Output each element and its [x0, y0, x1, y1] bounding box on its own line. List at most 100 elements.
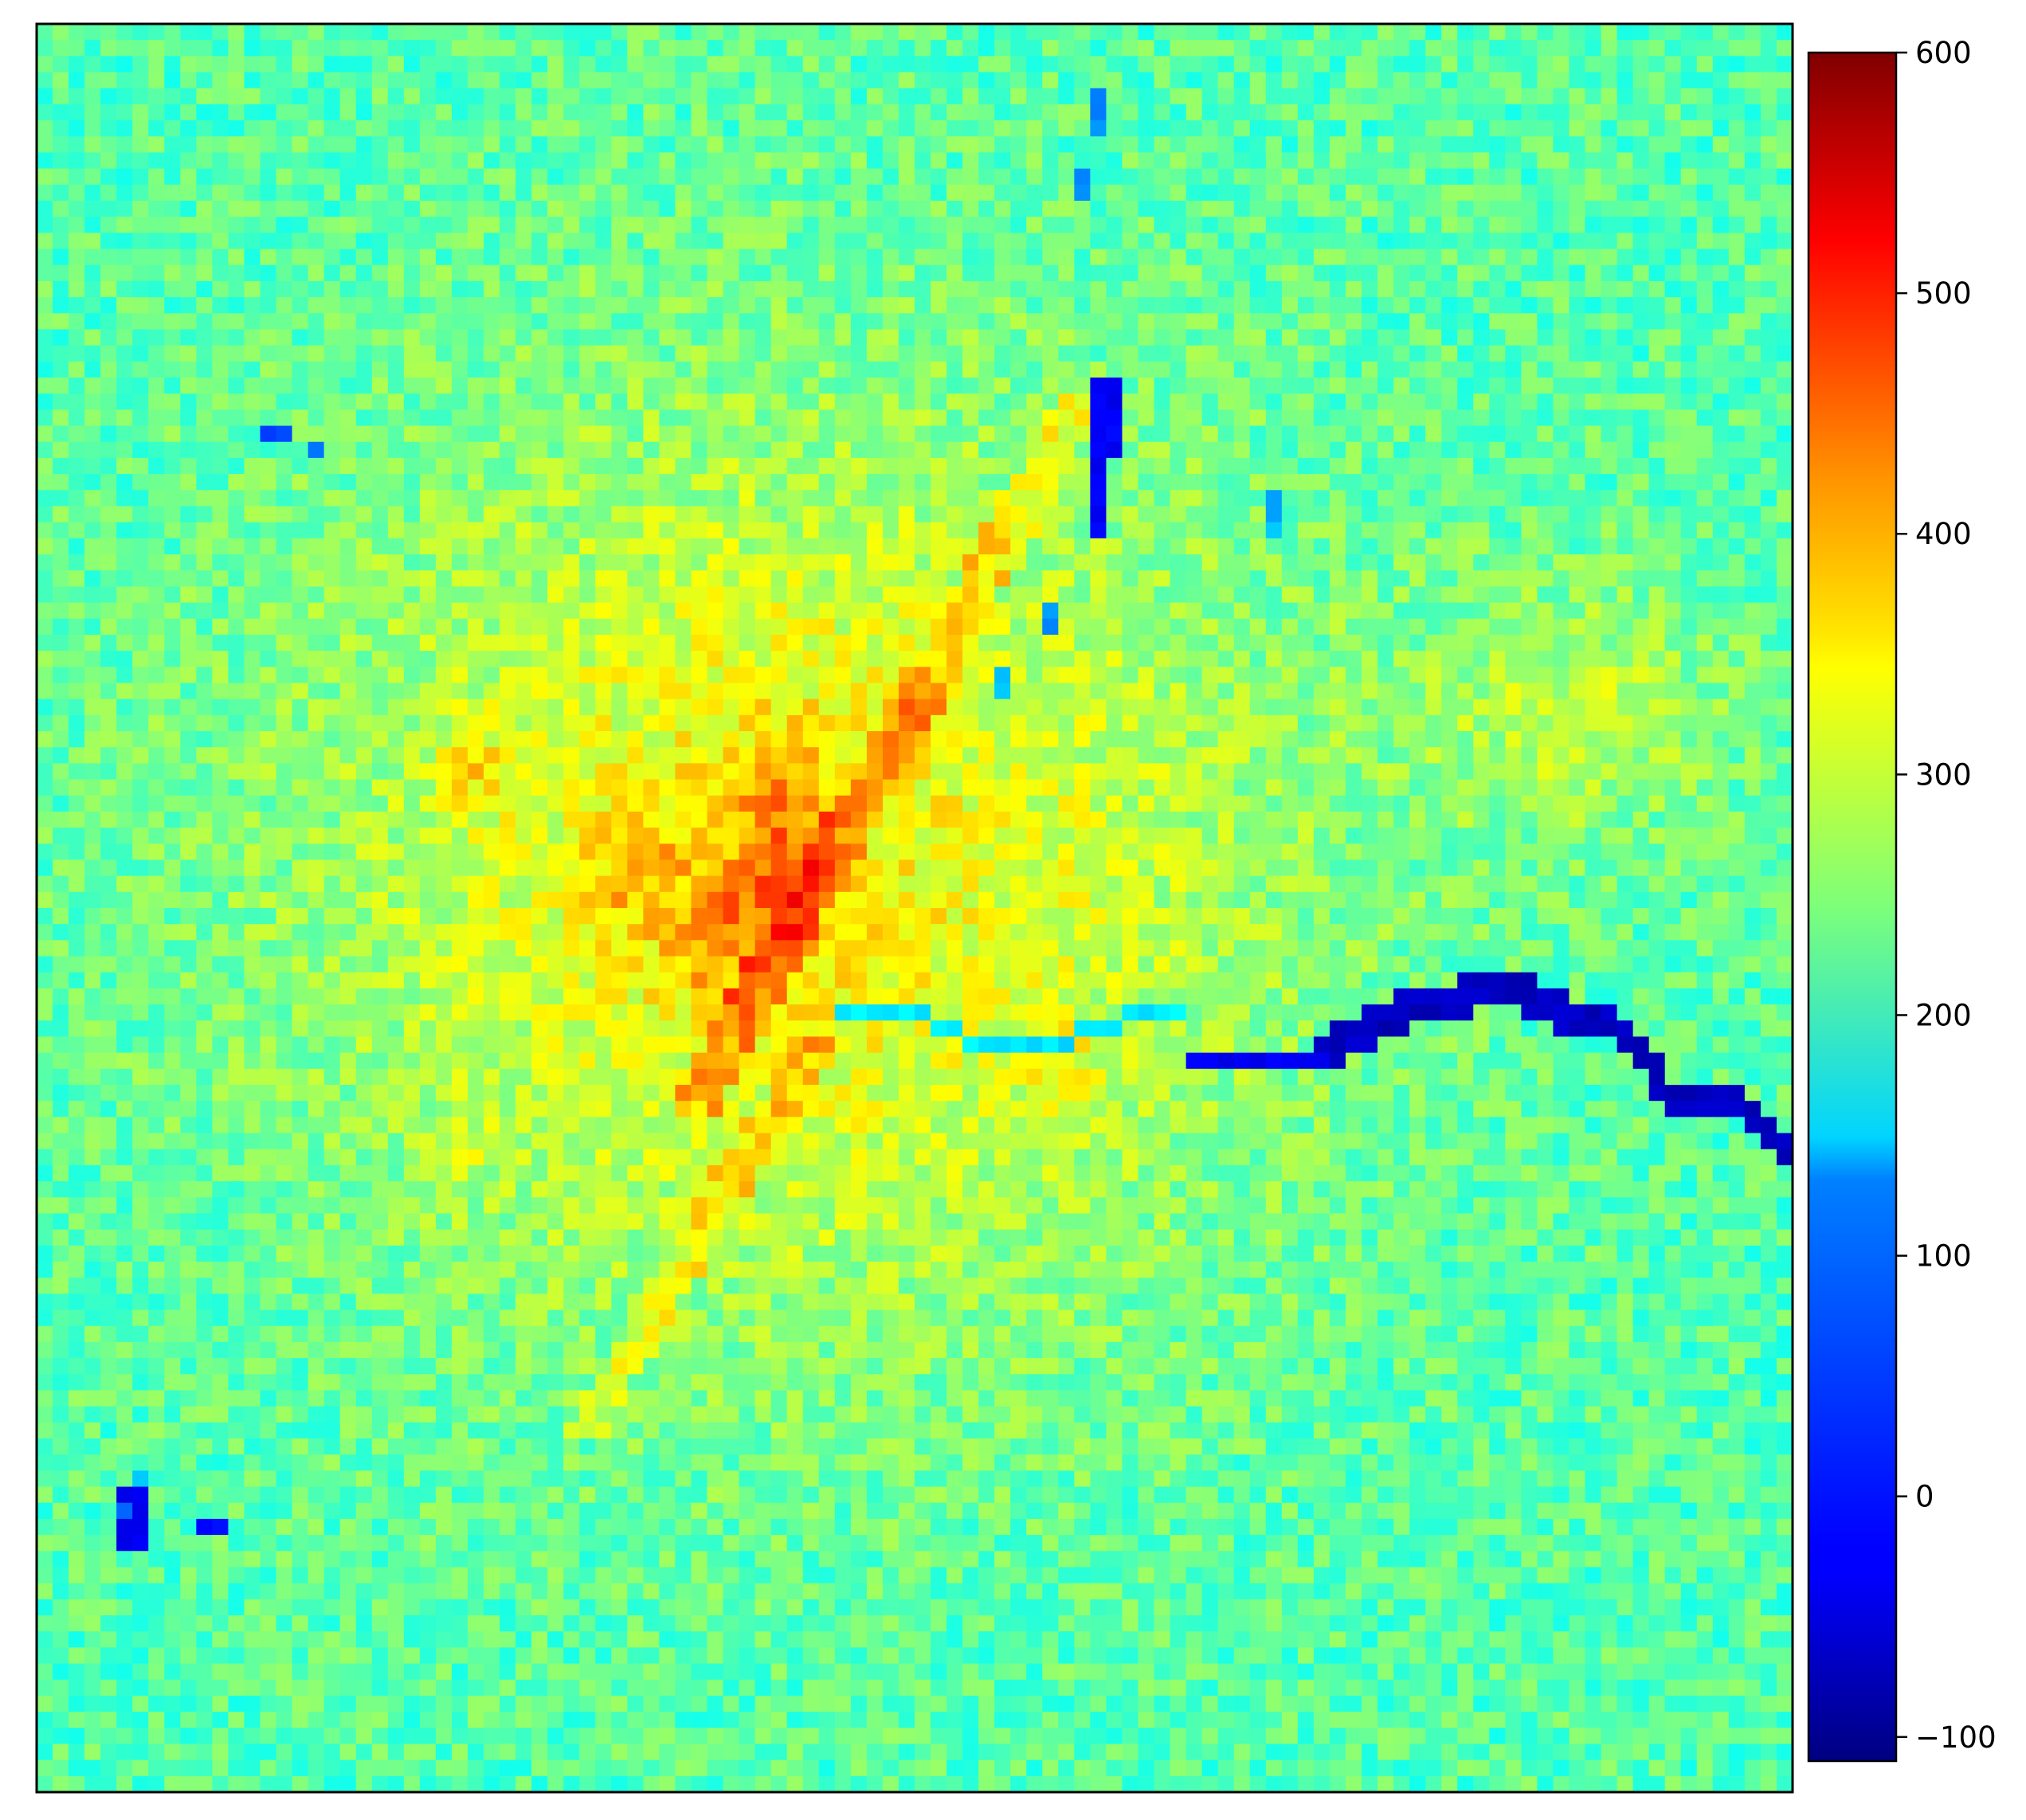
heatmap-cell [1313, 40, 1330, 57]
heatmap-cell [308, 570, 325, 587]
heatmap-cell [659, 618, 676, 636]
heatmap-cell [1457, 152, 1474, 170]
heatmap-cell [244, 457, 261, 475]
heatmap-cell [435, 104, 453, 121]
heatmap-cell [419, 56, 437, 73]
heatmap-cell [1217, 136, 1235, 154]
heatmap-cell [515, 570, 532, 587]
heatmap-cell [196, 602, 213, 620]
heatmap-cell [1329, 425, 1346, 443]
heatmap-cell [1058, 393, 1075, 410]
heatmap-cell [946, 618, 963, 636]
heatmap-cell [1393, 24, 1410, 41]
heatmap-cell [1185, 152, 1203, 170]
heatmap-cell [1521, 731, 1538, 748]
heatmap-cell [292, 651, 309, 667]
heatmap-cell [292, 168, 309, 186]
heatmap-cell [547, 104, 564, 121]
heatmap-cell [1058, 506, 1075, 523]
heatmap-cell [723, 699, 740, 716]
heatmap-cell [164, 538, 181, 555]
heatmap-cell [1329, 313, 1346, 331]
heatmap-cell [1632, 249, 1650, 266]
heatmap-cell [1074, 184, 1091, 202]
heatmap-cell [1249, 378, 1267, 394]
heatmap-cell [276, 602, 293, 620]
heatmap-cell [1345, 714, 1362, 732]
heatmap-cell [547, 651, 564, 667]
heatmap-cell [1680, 217, 1698, 233]
heatmap-cell [1553, 329, 1570, 346]
heatmap-cell [1377, 554, 1394, 571]
heatmap-cell [962, 393, 979, 410]
heatmap-cell [276, 683, 293, 700]
heatmap-cell [1058, 457, 1075, 475]
heatmap-cell [1233, 474, 1251, 491]
heatmap-cell [1776, 441, 1793, 459]
heatmap-cell [946, 699, 963, 716]
heatmap-cell [180, 120, 197, 137]
heatmap-cell [1409, 602, 1426, 620]
heatmap-cell [1553, 297, 1570, 314]
heatmap-cell [659, 538, 676, 555]
heatmap-cell [1122, 425, 1139, 443]
heatmap-cell [1569, 490, 1586, 507]
heatmap-cell [1680, 40, 1698, 57]
heatmap-cell [1170, 618, 1187, 636]
heatmap-cell [1569, 667, 1586, 684]
heatmap-cell [1154, 441, 1171, 459]
heatmap-cell [1744, 393, 1761, 410]
heatmap-cell [148, 104, 165, 121]
heatmap-cell [1696, 217, 1714, 233]
heatmap-cell [84, 474, 101, 491]
heatmap-cell [323, 714, 341, 732]
heatmap-cell [1249, 264, 1267, 282]
heatmap-cell [212, 570, 229, 587]
heatmap-cell [882, 264, 899, 282]
heatmap-cell [915, 72, 931, 89]
heatmap-cell [1185, 667, 1203, 684]
heatmap-cell [786, 683, 804, 700]
heatmap-cell [1712, 602, 1730, 620]
heatmap-cell [931, 490, 947, 507]
heatmap-cell [1553, 168, 1570, 186]
heatmap-cell [1170, 120, 1187, 137]
heatmap-cell [1074, 233, 1091, 250]
heatmap-cell [643, 168, 660, 186]
heatmap-cell [1728, 393, 1746, 410]
heatmap-cell [643, 56, 660, 73]
heatmap-cell [1010, 586, 1027, 604]
heatmap-cell [339, 72, 357, 89]
heatmap-cell [1074, 249, 1091, 266]
heatmap-cell [355, 457, 373, 475]
heatmap-cell [1409, 345, 1426, 362]
heatmap-cell [1473, 184, 1490, 202]
heatmap-cell [116, 313, 133, 331]
heatmap-cell [627, 393, 644, 410]
heatmap-cell [1744, 280, 1761, 298]
heatmap-cell [1074, 152, 1091, 170]
heatmap-cell [770, 618, 788, 636]
heatmap-cell [371, 522, 389, 539]
heatmap-cell [1042, 297, 1059, 314]
heatmap-cell [563, 699, 580, 716]
heatmap-cell [1377, 683, 1394, 700]
heatmap-cell [451, 345, 468, 362]
heatmap-cell [1537, 731, 1554, 748]
heatmap-cell [547, 409, 564, 427]
heatmap-cell [244, 184, 261, 202]
heatmap-cell [467, 667, 484, 684]
heatmap-cell [451, 56, 468, 73]
heatmap-cell [611, 120, 628, 137]
heatmap-cell [659, 651, 676, 667]
heatmap-cell [84, 409, 101, 427]
heatmap-cell [323, 457, 341, 475]
heatmap-cell [754, 313, 772, 331]
heatmap-cell [180, 747, 197, 764]
heatmap-cell [627, 233, 644, 250]
heatmap-cell [1281, 136, 1299, 154]
heatmap-cell [1744, 72, 1761, 89]
heatmap-cell [1345, 120, 1362, 137]
heatmap-cell [387, 56, 405, 73]
